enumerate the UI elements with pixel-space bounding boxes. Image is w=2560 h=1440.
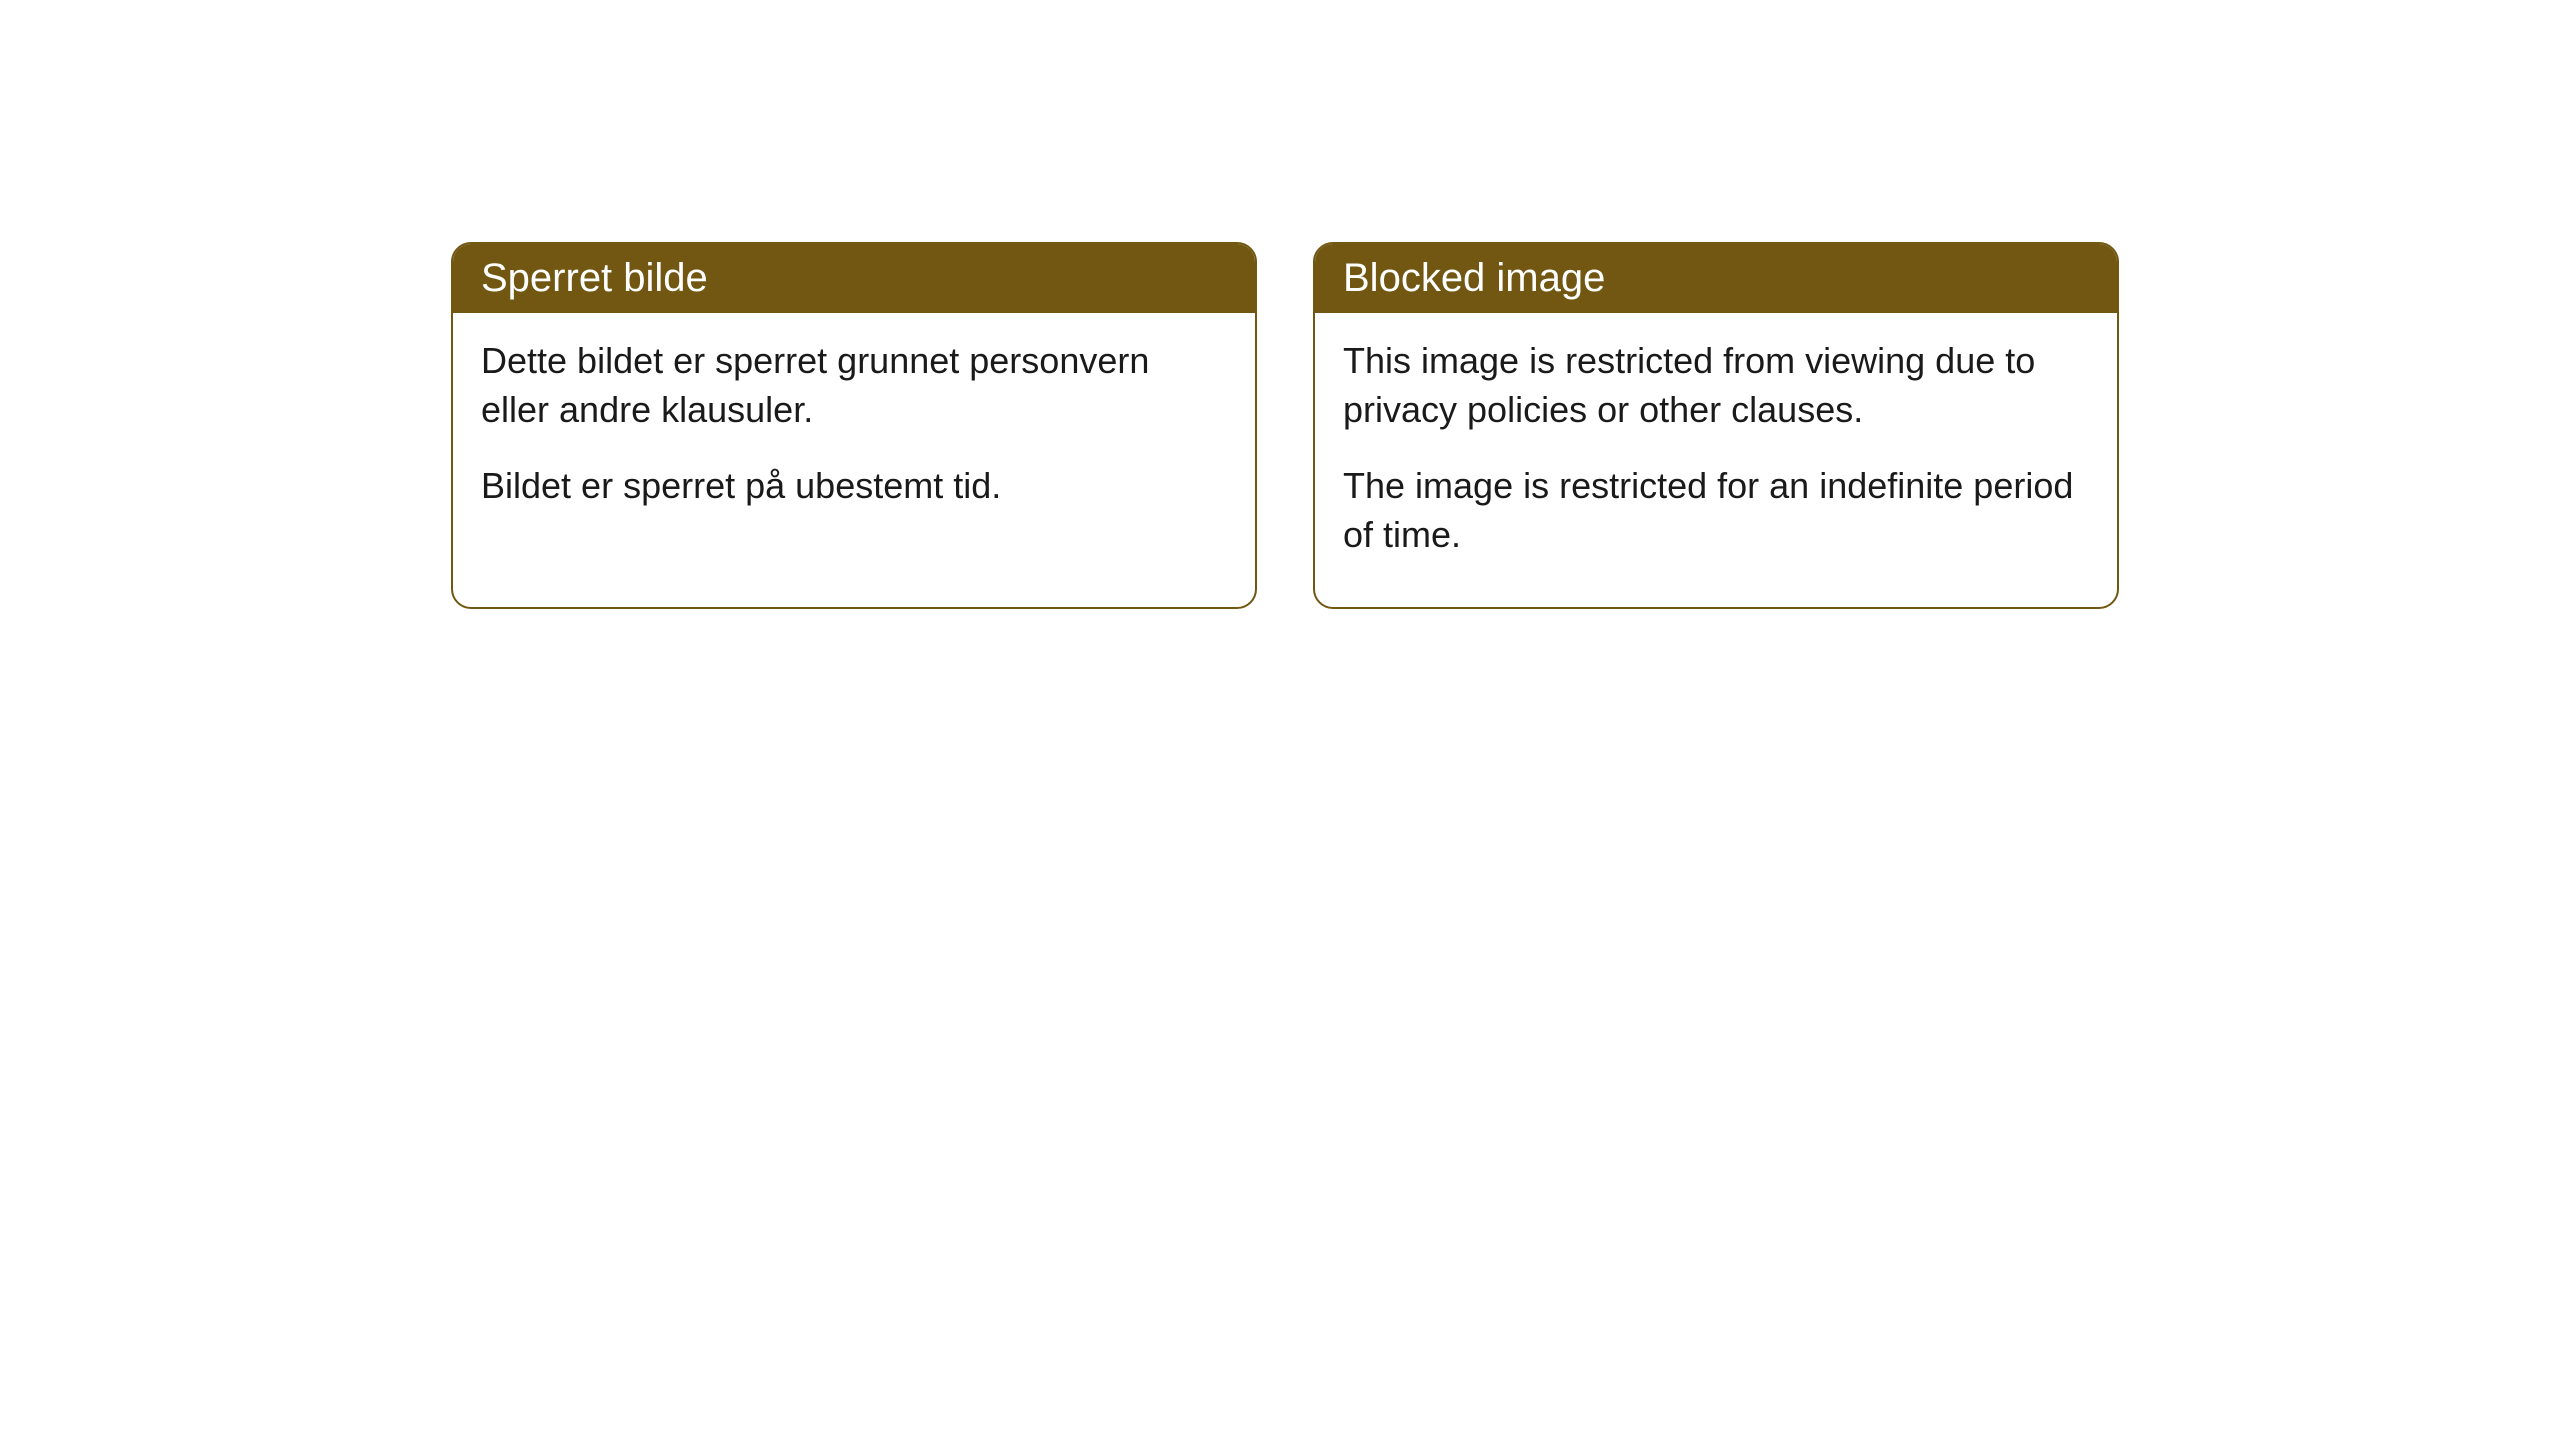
- card-header: Sperret bilde: [453, 244, 1255, 313]
- notice-card-english: Blocked image This image is restricted f…: [1313, 242, 2119, 609]
- card-body: This image is restricted from viewing du…: [1315, 313, 2117, 607]
- card-paragraph: This image is restricted from viewing du…: [1343, 337, 2089, 434]
- card-paragraph: Bildet er sperret på ubestemt tid.: [481, 462, 1227, 511]
- card-paragraph: Dette bildet er sperret grunnet personve…: [481, 337, 1227, 434]
- card-header: Blocked image: [1315, 244, 2117, 313]
- card-paragraph: The image is restricted for an indefinit…: [1343, 462, 2089, 559]
- card-title: Blocked image: [1343, 256, 1605, 300]
- notice-cards-container: Sperret bilde Dette bildet er sperret gr…: [451, 242, 2119, 609]
- card-title: Sperret bilde: [481, 256, 708, 300]
- notice-card-norwegian: Sperret bilde Dette bildet er sperret gr…: [451, 242, 1257, 609]
- card-body: Dette bildet er sperret grunnet personve…: [453, 313, 1255, 559]
